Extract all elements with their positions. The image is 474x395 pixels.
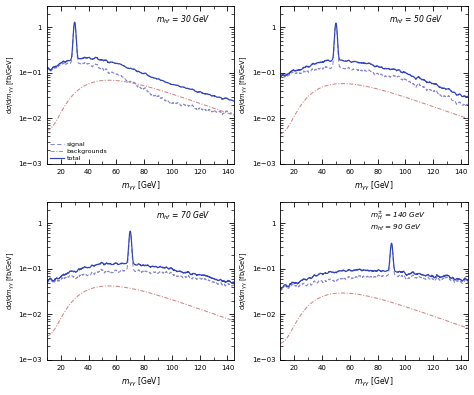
Y-axis label: d$\sigma$/d$m_{\gamma\gamma}$ [fb/GeV]: d$\sigma$/d$m_{\gamma\gamma}$ [fb/GeV]	[239, 56, 250, 114]
Text: $m_{H}^{\pm}$ = 140 GeV
$m_{hf}$ = 90 GeV: $m_{H}^{\pm}$ = 140 GeV $m_{hf}$ = 90 Ge…	[370, 210, 427, 233]
X-axis label: $m_{\gamma\gamma}$ [GeV]: $m_{\gamma\gamma}$ [GeV]	[121, 180, 160, 193]
Text: $m_{hf}$ = 30 GeV: $m_{hf}$ = 30 GeV	[155, 13, 210, 26]
X-axis label: $m_{\gamma\gamma}$ [GeV]: $m_{\gamma\gamma}$ [GeV]	[355, 376, 394, 389]
Legend: signal, backgrounds, total: signal, backgrounds, total	[50, 141, 108, 161]
X-axis label: $m_{\gamma\gamma}$ [GeV]: $m_{\gamma\gamma}$ [GeV]	[121, 376, 160, 389]
Text: $m_{hf}$ = 70 GeV: $m_{hf}$ = 70 GeV	[155, 210, 210, 222]
Y-axis label: d$\sigma$/d$m_{\gamma\gamma}$ [fb/GeV]: d$\sigma$/d$m_{\gamma\gamma}$ [fb/GeV]	[6, 252, 17, 310]
X-axis label: $m_{\gamma\gamma}$ [GeV]: $m_{\gamma\gamma}$ [GeV]	[355, 180, 394, 193]
Y-axis label: d$\sigma$/d$m_{\gamma\gamma}$ [fb/GeV]: d$\sigma$/d$m_{\gamma\gamma}$ [fb/GeV]	[239, 252, 250, 310]
Text: $m_{hf}$ = 50 GeV: $m_{hf}$ = 50 GeV	[389, 13, 444, 26]
Y-axis label: d$\sigma$/d$m_{\gamma\gamma}$ [fb/GeV]: d$\sigma$/d$m_{\gamma\gamma}$ [fb/GeV]	[6, 56, 17, 114]
